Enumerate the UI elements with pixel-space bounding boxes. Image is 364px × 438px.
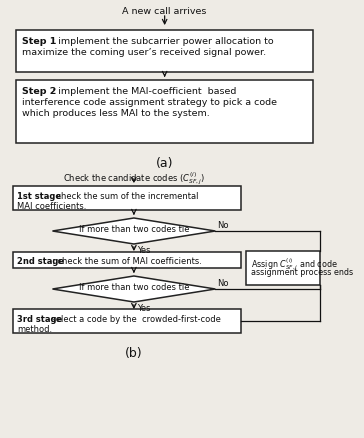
Text: If more than two codes tie: If more than two codes tie (79, 283, 189, 292)
Bar (246, 251, 320, 285)
Text: No: No (217, 220, 229, 230)
Text: assignment process ends: assignment process ends (250, 267, 353, 276)
Text: which produces less MAI to the system.: which produces less MAI to the system. (22, 109, 209, 118)
Text: : check the sum of the incremental: : check the sum of the incremental (51, 191, 198, 201)
Text: (a): (a) (156, 157, 173, 170)
Text: method.: method. (17, 324, 52, 333)
Text: interference code assignment strategy to pick a code: interference code assignment strategy to… (22, 98, 277, 107)
Text: Check the candidate codes ($C_{SF,j}^{(i)}$): Check the candidate codes ($C_{SF,j}^{(i… (63, 171, 205, 187)
Bar (13, 187, 241, 211)
Text: Yes: Yes (136, 245, 150, 254)
Text: 1st stage: 1st stage (17, 191, 61, 201)
Text: : implement the MAI-coefficient  based: : implement the MAI-coefficient based (52, 87, 237, 96)
Bar (13, 309, 241, 333)
Polygon shape (52, 219, 215, 244)
Text: : check the sum of MAI coefficients.: : check the sum of MAI coefficients. (52, 256, 201, 265)
Bar (13, 252, 241, 268)
Text: : select a code by the  crowded-first-code: : select a code by the crowded-first-cod… (46, 314, 221, 323)
Text: A new call arrives: A new call arrives (122, 7, 207, 16)
Bar (16, 31, 313, 73)
Text: (b): (b) (125, 346, 143, 359)
Text: maximize the coming user’s received signal power.: maximize the coming user’s received sign… (22, 48, 266, 57)
Text: Step 1: Step 1 (22, 37, 56, 46)
Text: If more than two codes tie: If more than two codes tie (79, 225, 189, 234)
Bar (16, 81, 313, 144)
Text: 2nd stage: 2nd stage (17, 256, 64, 265)
Text: 3rd stage: 3rd stage (17, 314, 63, 323)
Text: : implement the subcarrier power allocation to: : implement the subcarrier power allocat… (52, 37, 274, 46)
Text: Step 2: Step 2 (22, 87, 56, 96)
Text: No: No (217, 279, 229, 287)
Polygon shape (52, 276, 215, 302)
Text: Assign $C_{SF,j}^{(i)}$ and code: Assign $C_{SF,j}^{(i)}$ and code (250, 256, 337, 272)
Text: Yes: Yes (136, 303, 150, 312)
Text: MAI coefficients.: MAI coefficients. (17, 201, 87, 211)
